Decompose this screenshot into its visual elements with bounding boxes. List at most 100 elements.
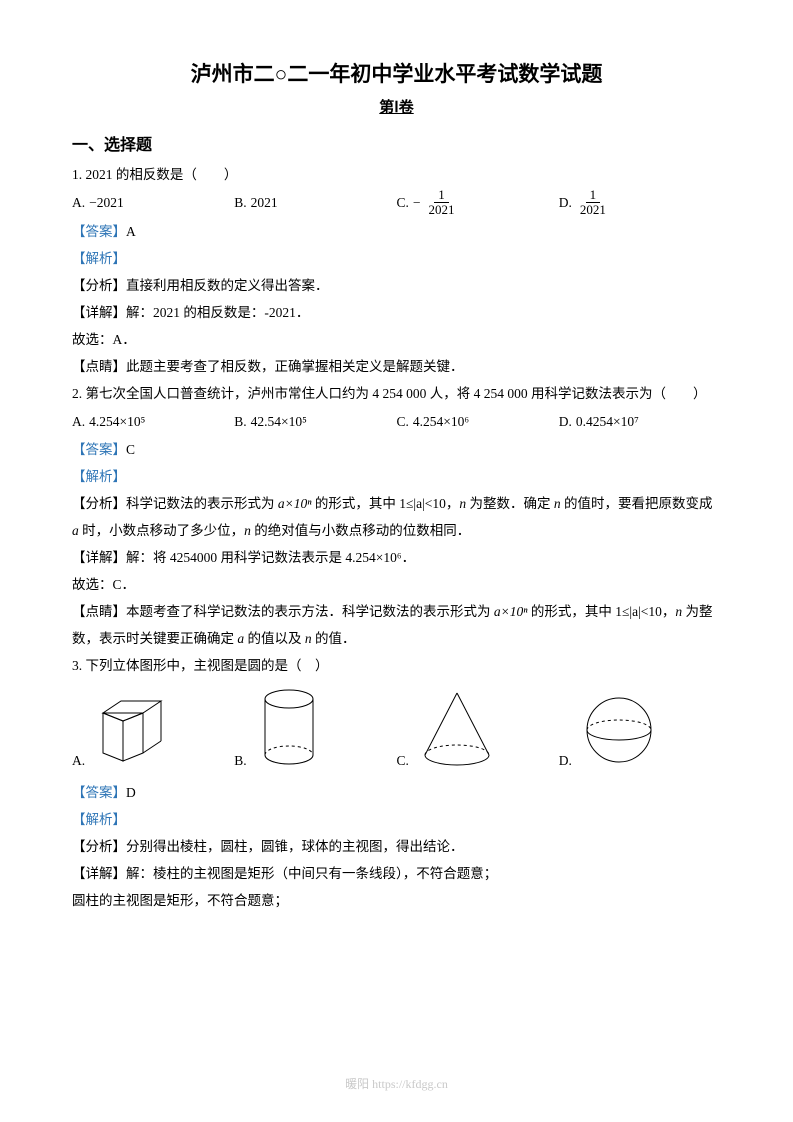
q2-n-5: 的值． — [312, 631, 356, 646]
q1-analysis: 【分析】直接利用相反数的定义得出答案． — [72, 272, 721, 299]
q2-n-2: 的形式，其中 1≤|a|<10， — [528, 604, 676, 619]
section-heading: 一、选择题 — [72, 131, 721, 155]
q3-analysis: 【分析】分别得出棱柱，圆柱，圆锥，球体的主视图，得出结论． — [72, 833, 721, 860]
opt-label-b3: B. — [234, 753, 246, 769]
sphere-icon — [580, 691, 658, 769]
q1-opt-b: B. 2021 — [234, 188, 396, 218]
q3-fig-a: A. — [72, 691, 234, 769]
q2-form: a×10ⁿ — [278, 496, 312, 511]
q1-opt-d-frac: 1 2021 — [576, 188, 610, 218]
q1-opt-c-den: 2021 — [425, 203, 459, 217]
q2-answer-val: C — [126, 442, 135, 457]
opt-label-a2: A. — [72, 407, 85, 437]
q2-detail-text: 解：将 4254000 用科学记数法表示是 4.254×10⁶． — [126, 550, 415, 565]
q1-opt-c-num: 1 — [434, 188, 449, 203]
detail-label-2: 【详解】 — [72, 550, 126, 565]
q1-detail: 【详解】解：2021 的相反数是：-2021． — [72, 299, 721, 326]
q2-opt-c: C. 4.254×10⁶ — [397, 407, 559, 437]
q2-a2: 的形式，其中 1≤|a|<10， — [312, 496, 460, 511]
q2-select: 故选：C． — [72, 571, 721, 598]
q1-opt-d: D. 1 2021 — [559, 188, 721, 218]
q2-opt-c-val: 4.254×10⁶ — [413, 407, 469, 437]
opt-label-c: C. — [397, 188, 409, 218]
q3-parse: 【解析】 — [72, 806, 721, 833]
opt-label-c2: C. — [397, 407, 409, 437]
q1-opt-a-val: −2021 — [89, 188, 124, 218]
q2-parse: 【解析】 — [72, 463, 721, 490]
q3-analysis-text: 分别得出棱柱，圆柱，圆锥，球体的主视图，得出结论． — [126, 839, 464, 854]
analysis-label-2: 【分析】 — [72, 496, 126, 511]
opt-label-a3: A. — [72, 753, 85, 769]
note-label: 【点睛】 — [72, 359, 126, 374]
q2-n-n2: n — [305, 631, 312, 646]
q2-analysis: 【分析】科学记数法的表示形式为 a×10ⁿ 的形式，其中 1≤|a|<10，n … — [72, 490, 721, 544]
q2-options: A. 4.254×10⁵ B. 42.54×10⁵ C. 4.254×10⁶ D… — [72, 407, 721, 437]
q1-analysis-text: 直接利用相反数的定义得出答案． — [126, 278, 329, 293]
q1-select: 故选：A． — [72, 326, 721, 353]
page-footer: 暖阳 https://kfdgg.cn — [0, 1075, 793, 1092]
cylinder-icon — [255, 687, 323, 769]
q3-figures: A. B. C. — [72, 687, 721, 769]
q3-answer-val: D — [126, 785, 136, 800]
q2-opt-d: D. 0.4254×10⁷ — [559, 407, 721, 437]
answer-label: 【答案】 — [72, 224, 126, 239]
q3-stem: 3. 下列立体图形中，主视图是圆的是（ ） — [72, 652, 721, 679]
q2-n3: n — [244, 523, 251, 538]
q3-answer: 【答案】D — [72, 779, 721, 806]
q1-note: 【点睛】此题主要考查了相反数，正确掌握相关定义是解题关键． — [72, 353, 721, 380]
q2-a4: 的值时，要看把原数变成 — [561, 496, 713, 511]
answer-label-3: 【答案】 — [72, 785, 126, 800]
q1-answer: 【答案】A — [72, 218, 721, 245]
q1-opt-d-den: 2021 — [576, 203, 610, 217]
q2-opt-b: B. 42.54×10⁵ — [234, 407, 396, 437]
opt-label-b: B. — [234, 188, 246, 218]
q1-opt-d-num: 1 — [586, 188, 601, 203]
detail-label: 【详解】 — [72, 305, 126, 320]
exam-subtitle: 第Ⅰ卷 — [72, 96, 721, 117]
q3-detail2: 圆柱的主视图是矩形，不符合题意； — [72, 887, 721, 914]
q3-detail-text: 解：棱柱的主视图是矩形（中间只有一条线段），不符合题意； — [126, 866, 497, 881]
q3-fig-b: B. — [234, 687, 396, 769]
q2-opt-b-val: 42.54×10⁵ — [251, 407, 307, 437]
cone-icon — [417, 687, 497, 769]
q2-detail: 【详解】解：将 4254000 用科学记数法表示是 4.254×10⁶． — [72, 544, 721, 571]
q2-n-form: a×10ⁿ — [494, 604, 528, 619]
q3-detail: 【详解】解：棱柱的主视图是矩形（中间只有一条线段），不符合题意； — [72, 860, 721, 887]
note-label-2: 【点睛】 — [72, 604, 126, 619]
q1-detail-text: 解：2021 的相反数是：-2021． — [126, 305, 309, 320]
q1-opt-c: C. − 1 2021 — [397, 188, 559, 218]
q2-opt-a: A. 4.254×10⁵ — [72, 407, 234, 437]
q2-stem: 2. 第七次全国人口普查统计，泸州市常住人口约为 4 254 000 人，将 4… — [72, 380, 721, 407]
opt-label-d3: D. — [559, 753, 572, 769]
q1-opt-c-prefix: − — [413, 188, 421, 218]
analysis-label-3: 【分析】 — [72, 839, 126, 854]
q3-fig-c: C. — [397, 687, 559, 769]
q1-answer-val: A — [126, 224, 136, 239]
opt-label-d2: D. — [559, 407, 572, 437]
q1-note-text: 此题主要考查了相反数，正确掌握相关定义是解题关键． — [126, 359, 464, 374]
q2-note: 【点睛】本题考查了科学记数法的表示方法．科学记数法的表示形式为 a×10ⁿ 的形… — [72, 598, 721, 652]
q2-a5: 时，小数点移动了多少位， — [79, 523, 244, 538]
q2-n2: n — [554, 496, 561, 511]
exam-title: 泸州市二○二一年初中学业水平考试数学试题 — [72, 58, 721, 88]
opt-label-d: D. — [559, 188, 572, 218]
q2-n-4: 的值以及 — [244, 631, 305, 646]
opt-label-a: A. — [72, 188, 85, 218]
q2-aa: a — [72, 523, 79, 538]
q2-n-1: 本题考查了科学记数法的表示方法．科学记数法的表示形式为 — [126, 604, 494, 619]
opt-label-c3: C. — [397, 753, 409, 769]
q2-answer: 【答案】C — [72, 436, 721, 463]
q1-opt-c-frac: 1 2021 — [425, 188, 459, 218]
q1-opt-a: A. −2021 — [72, 188, 234, 218]
q2-a6: 的绝对值与小数点移动的位数相同． — [251, 523, 470, 538]
q1-stem: 1. 2021 的相反数是（ ） — [72, 161, 721, 188]
q2-a1: 科学记数法的表示形式为 — [126, 496, 278, 511]
q2-opt-d-val: 0.4254×10⁷ — [576, 407, 639, 437]
q1-options: A. −2021 B. 2021 C. − 1 2021 D. 1 2021 — [72, 188, 721, 218]
q3-fig-d: D. — [559, 691, 721, 769]
answer-label-2: 【答案】 — [72, 442, 126, 457]
detail-label-3: 【详解】 — [72, 866, 126, 881]
q1-parse: 【解析】 — [72, 245, 721, 272]
q2-a3: 为整数．确定 — [466, 496, 554, 511]
prism-icon — [93, 691, 171, 769]
